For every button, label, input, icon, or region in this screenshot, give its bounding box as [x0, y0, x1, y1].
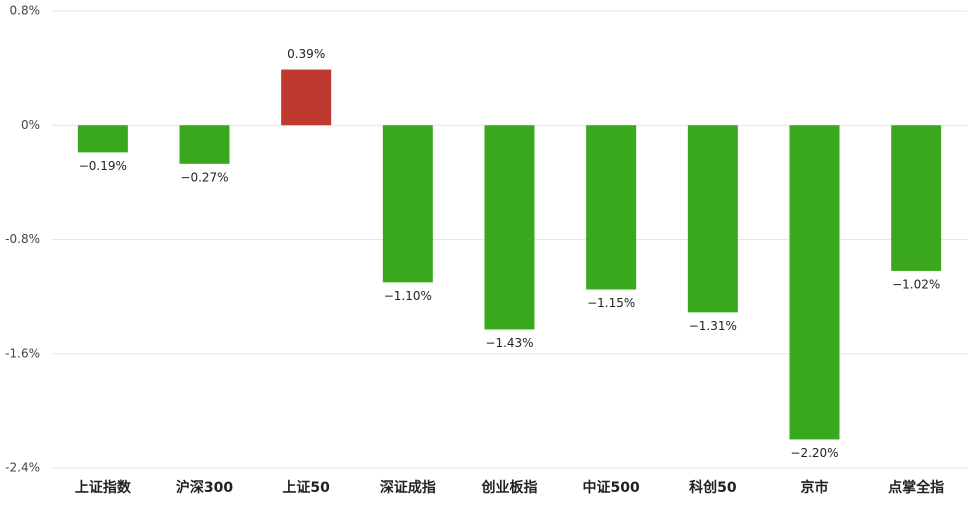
- x-tick-label: 创业板指: [481, 479, 538, 496]
- bar: [789, 125, 840, 440]
- x-tick-label: 沪深300: [176, 479, 233, 496]
- bar: [382, 125, 433, 283]
- bar: [586, 125, 637, 290]
- value-label: −1.31%: [689, 319, 737, 333]
- value-label: −1.10%: [384, 289, 432, 303]
- x-tick-label: 京市: [801, 479, 829, 496]
- y-tick-label: 0.8%: [10, 4, 41, 18]
- bar: [77, 125, 128, 153]
- value-label: −0.19%: [79, 159, 127, 173]
- bar: [281, 69, 332, 126]
- bar: [179, 125, 230, 164]
- y-tick-label: -0.8%: [5, 232, 40, 246]
- x-tick-label: 上证指数: [75, 479, 132, 496]
- value-label: 0.39%: [287, 47, 325, 61]
- y-tick-label: -2.4%: [5, 461, 40, 475]
- x-tick-label: 深证成指: [380, 479, 436, 496]
- value-label: −0.27%: [180, 170, 228, 184]
- x-tick-label: 点掌全指: [888, 479, 944, 496]
- value-label: −1.02%: [892, 277, 940, 291]
- x-tick-label: 中证500: [583, 479, 640, 496]
- x-tick-label: 科创50: [689, 479, 737, 496]
- x-tick-label: 上证50: [282, 480, 330, 496]
- value-label: −1.43%: [485, 336, 533, 350]
- y-tick-label: 0%: [21, 118, 40, 132]
- value-label: −2.20%: [790, 446, 838, 460]
- value-label: −1.15%: [587, 296, 635, 310]
- bar: [891, 125, 942, 271]
- bar: [687, 125, 738, 313]
- bar: [484, 125, 535, 330]
- y-tick-label: -1.6%: [5, 346, 40, 360]
